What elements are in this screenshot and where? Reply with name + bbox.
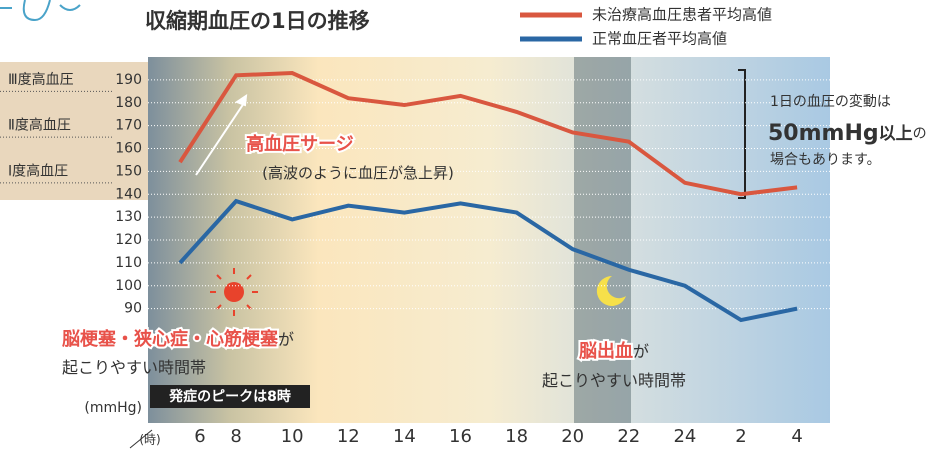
legend-label: 未治療高血圧患者平均高値 [592,6,772,24]
annotation-part: が [633,342,649,361]
y-tick-label: 180 [115,95,142,111]
y-tick-label: 110 [115,255,142,271]
level-label: Ⅰ度高血圧 [8,162,68,179]
x-axis-label: (時) [139,433,160,447]
annotation: 高血圧サージ [246,133,354,155]
x-tick-label: 4 [791,426,802,447]
annotation: 脳梗塞・狭心症・心筋梗塞が [62,328,294,350]
y-tick-label: 90 [124,301,142,317]
annotation: (高波のように血圧が急上昇) [262,164,454,182]
x-tick-label: 2 [735,426,746,447]
chart: 収縮期血圧の1日の推移 90 100 110 120 130 140 150 160 170 18… [0,0,947,450]
chart-title: 収縮期血圧の1日の推移 [145,9,370,33]
level-label: Ⅱ度高血圧 [8,117,71,134]
annotation: 起こりやすい時間帯 [542,371,686,390]
y-axis-label: (mmHg) [84,400,142,416]
annotation-part: の [913,126,927,142]
annotation-part: 起こりやすい時間帯 [62,358,206,377]
annotation-part: 1日の血圧の変動は [770,93,891,110]
y-tick-label: 130 [115,209,142,225]
y-tick-label: 100 [115,278,142,294]
annotation-part: 発症のピークは8時 [168,388,291,405]
annotation-part: 場合もあります。 [770,152,881,168]
annotation-part: (高波のように血圧が急上昇) [262,164,454,182]
annotation-part: 脳出血 [579,340,633,362]
y-tick-label: 190 [115,72,142,88]
y-tick-label: 150 [115,163,142,179]
annotation: 場合もあります。 [770,152,881,168]
annotation-part: 脳梗塞・狭心症・心筋梗塞 [62,328,279,350]
x-tick-label: 16 [449,426,472,447]
x-tick-label: 12 [337,426,360,447]
x-tick-label: 18 [505,426,528,447]
legend-label: 正常血圧者平均高値 [592,30,727,48]
icon [0,0,80,20]
x-tick-label: 24 [673,426,696,447]
y-tick-label: 160 [115,141,142,157]
annotation-part: 以上 [879,124,913,144]
x-tick-label: 8 [230,426,241,447]
annotation: 50mmHg以上の [768,121,927,146]
level-label: Ⅲ度高血圧 [8,71,74,88]
x-tick-label: 10 [281,426,304,447]
y-tick-label: 140 [115,186,142,202]
x-tick-label: 6 [194,426,205,447]
y-tick-label: 120 [115,232,142,248]
x-tick-label: 14 [393,426,416,447]
x-tick-label: 22 [617,426,640,447]
annotation-part: が [278,330,294,349]
sun-icon [224,282,244,302]
annotation-part: 起こりやすい時間帯 [542,371,686,390]
x-tick-label: 20 [561,426,584,447]
annotation: 発症のピークは8時 [168,388,291,405]
annotation: 起こりやすい時間帯 [62,358,206,377]
y-tick-label: 170 [115,118,142,134]
annotation: 1日の血圧の変動は [770,93,891,110]
annotation-part: 高血圧サージ [246,133,354,155]
annotation: 脳出血が [579,340,649,362]
annotation-part: 50mmHg [768,121,879,146]
